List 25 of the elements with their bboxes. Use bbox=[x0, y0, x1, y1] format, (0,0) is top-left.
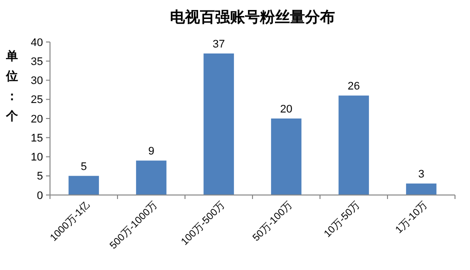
chart-title: 电视百强账号粉丝量分布 bbox=[170, 8, 335, 26]
y-tick-label: 20 bbox=[30, 113, 43, 126]
bar bbox=[271, 118, 302, 195]
bar bbox=[406, 184, 436, 195]
data-label: 9 bbox=[148, 146, 154, 158]
y-tick-label: 35 bbox=[30, 56, 43, 68]
bar bbox=[204, 53, 234, 195]
data-label: 37 bbox=[212, 38, 225, 50]
y-tick-label: 25 bbox=[30, 94, 43, 106]
data-label: 20 bbox=[280, 104, 292, 116]
y-tick-label: 15 bbox=[30, 132, 43, 144]
data-label: 26 bbox=[348, 80, 360, 93]
data-label: 3 bbox=[418, 168, 424, 181]
x-tick-label: 1万-10万 bbox=[394, 200, 430, 236]
y-axis-title: 单位：个 bbox=[5, 49, 19, 123]
bar bbox=[68, 176, 99, 195]
y-tick-label: 0 bbox=[36, 190, 43, 202]
y-tick-label: 40 bbox=[30, 36, 43, 49]
data-label: 5 bbox=[80, 160, 87, 173]
x-tick-label: 10万-50万 bbox=[322, 200, 362, 240]
y-tick-label: 30 bbox=[30, 75, 43, 88]
y-tick-label: 10 bbox=[30, 152, 43, 164]
bar bbox=[136, 160, 166, 195]
y-tick-label: 5 bbox=[36, 170, 43, 183]
bar bbox=[338, 96, 369, 195]
